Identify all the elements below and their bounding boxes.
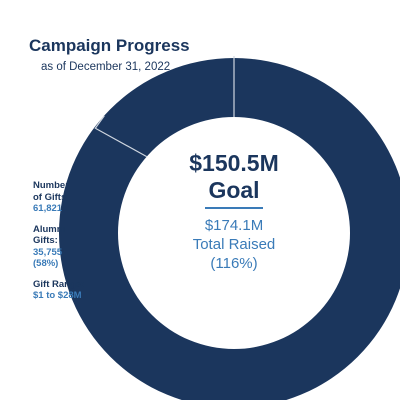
- campaign-stats: Number of Gifts: 61,821 Alumni Gifts: 35…: [33, 180, 105, 311]
- stat-value: (58%): [33, 258, 59, 269]
- donut-ring: [59, 58, 400, 400]
- goal-label: Goal: [208, 177, 260, 203]
- stat-value: $1 to $28M: [33, 290, 82, 301]
- stat-label: Alumni: [33, 223, 66, 235]
- stat-label: Gift Range:: [33, 278, 85, 290]
- stat-value: 35,755: [33, 246, 63, 258]
- chart-subtitle: as of December 31, 2022: [41, 61, 171, 73]
- stat-number-of-gifts: Number of Gifts: 61,821: [33, 180, 105, 215]
- stat-label: of Gifts:: [33, 191, 70, 203]
- stat-label: Number: [33, 180, 69, 191]
- stat-label: Gifts:: [33, 235, 58, 246]
- raised-amount: $174.1M: [204, 217, 264, 234]
- raised-label: Total Raised: [192, 236, 276, 253]
- stat-value: 61,821: [33, 203, 63, 214]
- center-divider: [205, 207, 263, 209]
- goal-amount: $150.5M: [189, 150, 279, 176]
- goal-marker-line: [94, 56, 235, 158]
- raised-percent: (116%): [210, 255, 258, 272]
- stat-gift-range: Gift Range: $1 to $28M: [33, 279, 105, 302]
- stat-alumni-gifts: Alumni Gifts: 35,755 (58%): [33, 224, 105, 270]
- chart-title: Campaign Progress: [29, 36, 190, 55]
- raised-block: $174.1M Total Raised (116%): [156, 216, 312, 273]
